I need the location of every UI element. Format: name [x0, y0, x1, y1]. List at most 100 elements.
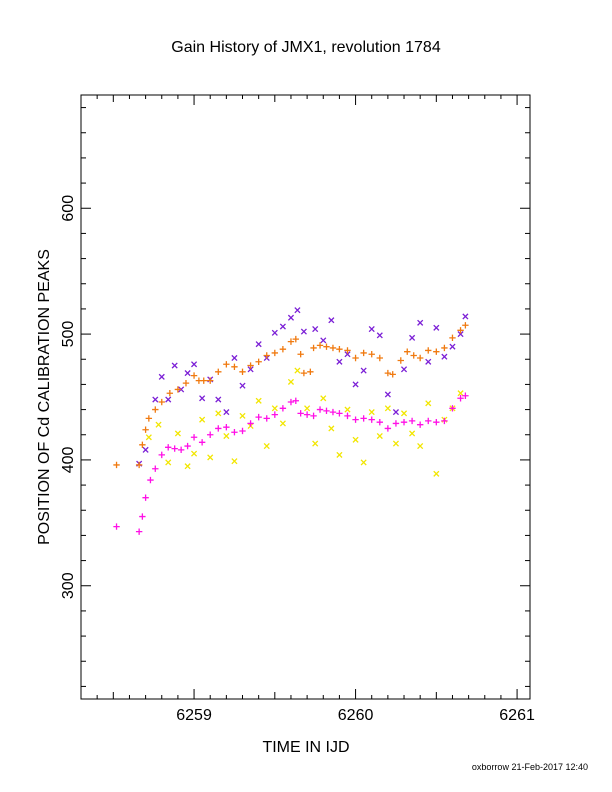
data-point: [231, 458, 238, 465]
data-point: [368, 351, 375, 358]
data-point: [231, 354, 238, 362]
data-point: [376, 432, 383, 440]
data-point: [344, 351, 351, 358]
data-point: [255, 413, 262, 421]
data-point: [142, 426, 149, 433]
data-point: [292, 335, 300, 343]
data-points: [113, 307, 469, 535]
data-point: [231, 429, 238, 436]
data-point: [247, 366, 254, 373]
y-tick-label: 500: [60, 321, 77, 348]
data-point: [336, 358, 343, 365]
data-point: [368, 409, 375, 416]
data-point: [263, 352, 270, 359]
data-point: [441, 344, 448, 352]
data-point: [190, 361, 198, 368]
data-point: [360, 415, 367, 422]
data-point: [433, 324, 440, 331]
y-axis-label: POSITION OF Cd CALIBRATION PEAKS: [36, 249, 53, 545]
data-point: [255, 341, 262, 348]
data-point: [145, 415, 153, 422]
data-point: [416, 354, 424, 362]
data-point: [462, 313, 469, 320]
data-point: [384, 369, 392, 377]
data-point: [449, 405, 456, 412]
data-point: [352, 436, 359, 443]
data-point: [199, 416, 206, 423]
data-point: [297, 351, 304, 358]
data-point: [360, 367, 367, 374]
data-point: [392, 420, 400, 427]
data-point: [223, 409, 230, 416]
data-point: [184, 370, 191, 377]
data-point: [239, 368, 246, 376]
data-point: [135, 461, 143, 469]
y-tick-label: 600: [60, 195, 77, 222]
data-point: [400, 410, 408, 417]
data-point: [184, 463, 191, 470]
data-point: [400, 366, 408, 373]
data-point: [449, 343, 456, 350]
data-point: [223, 361, 230, 368]
data-point: [352, 354, 359, 362]
data-point: [190, 434, 198, 441]
data-point: [304, 405, 311, 412]
data-point: [425, 347, 432, 354]
data-point: [239, 382, 246, 389]
data-point: [376, 354, 383, 362]
y-tick-label: 300: [60, 572, 77, 599]
data-point: [384, 391, 391, 398]
data-point: [417, 443, 424, 450]
data-point: [352, 416, 359, 423]
data-point: [384, 425, 392, 432]
data-point: [409, 430, 416, 437]
data-point: [344, 412, 351, 420]
data-point: [263, 443, 270, 450]
data-point: [174, 386, 182, 393]
data-point: [462, 322, 469, 329]
data-point: [182, 379, 190, 387]
data-point: [316, 406, 324, 413]
data-point: [174, 430, 181, 437]
data-point: [294, 367, 301, 374]
data-point: [336, 345, 343, 353]
data-point: [200, 377, 207, 384]
data-point: [171, 362, 178, 369]
data-point: [457, 331, 464, 338]
plot-frame: [80, 94, 531, 700]
data-point: [155, 421, 162, 428]
data-point: [300, 369, 308, 377]
data-point: [190, 450, 198, 457]
data-point: [344, 406, 351, 413]
x-axis-label: TIME IN IJD: [262, 739, 349, 756]
data-point: [198, 439, 206, 446]
data-point: [409, 334, 416, 341]
data-point: [255, 397, 262, 404]
x-tick-label: 6260: [338, 707, 374, 724]
data-point: [323, 407, 330, 415]
data-point: [190, 372, 198, 379]
data-point: [165, 444, 172, 451]
data-point: [462, 392, 469, 399]
footer-credit: oxborrow 21-Feb-2017 12:40: [472, 762, 588, 772]
data-point: [147, 476, 154, 484]
chart-title: Gain History of JMX1, revolution 1784: [171, 39, 441, 56]
data-point: [135, 528, 143, 535]
data-point: [336, 451, 343, 458]
data-point: [166, 390, 174, 397]
data-point: [441, 353, 448, 360]
data-point: [279, 420, 286, 427]
data-point: [152, 396, 159, 403]
data-point: [416, 421, 424, 428]
data-point: [142, 494, 149, 501]
data-point: [410, 352, 417, 359]
data-point: [287, 378, 295, 385]
data-point: [165, 459, 172, 466]
data-point: [158, 451, 165, 459]
series-3: [113, 322, 469, 469]
data-point: [368, 416, 375, 423]
x-tick-label: 6259: [176, 707, 212, 724]
data-point: [425, 417, 432, 425]
data-point: [294, 307, 301, 314]
y-tick-label: 400: [60, 446, 77, 473]
